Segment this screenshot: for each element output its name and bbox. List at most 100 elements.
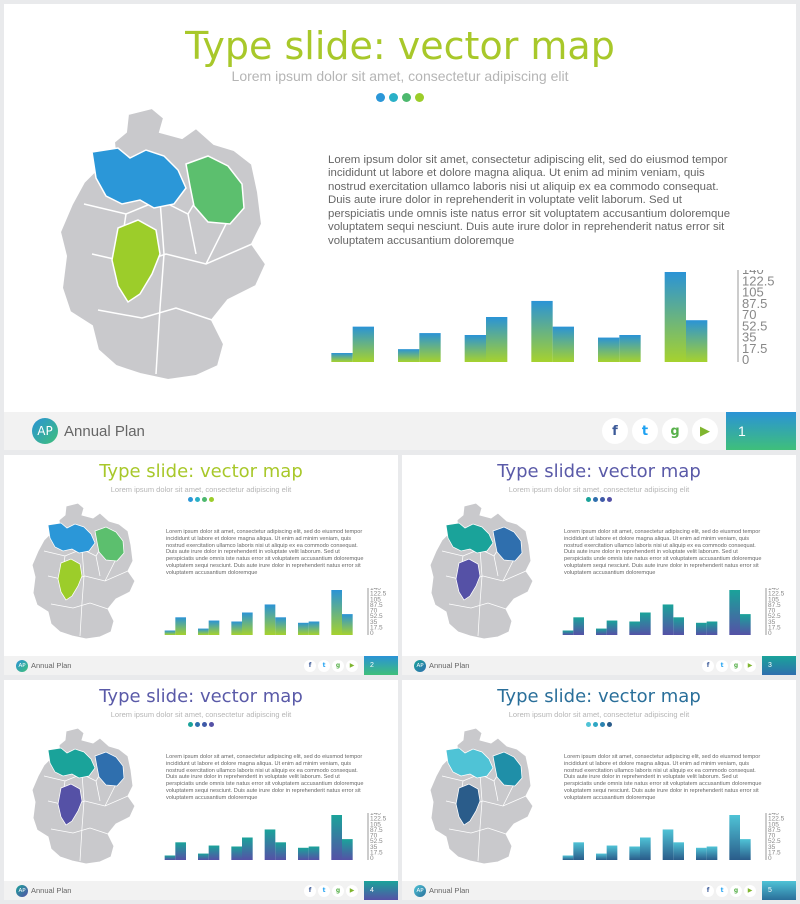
y-tick-label: 70 [768,608,776,615]
y-tick-label: 52.5 [370,613,383,620]
map-region-central[interactable] [455,558,481,601]
dot [209,722,214,727]
map-region-north[interactable] [47,522,96,554]
bar [629,846,640,860]
google-plus-icon[interactable]: g [332,659,344,672]
y-tick-label: 87.5 [768,602,781,609]
y-tick-label: 52.5 [370,838,383,845]
twitter-icon[interactable]: t [716,659,728,672]
brand[interactable]: AP Annual Plan [414,881,469,900]
map-region-central[interactable] [455,783,481,826]
map-region-north[interactable] [47,747,96,779]
logo-icon: AP [16,659,28,672]
y-tick-label: 87.5 [768,827,781,834]
slide-footer: AP Annual Plan f t g ▶ 5 [402,881,796,900]
slide-4[interactable]: Type slide: vector map Lorem ipsum dolor … [4,680,398,900]
twitter-icon[interactable]: t [318,659,330,672]
germany-map [429,502,534,640]
y-tick-label: 87.5 [742,296,767,311]
facebook-icon[interactable]: f [304,884,316,897]
youtube-icon[interactable]: ▶ [346,659,358,672]
bar [175,617,186,635]
y-tick-label: 35 [370,619,378,626]
twitter-icon[interactable]: t [716,884,728,897]
youtube-icon[interactable]: ▶ [744,659,756,672]
y-tick-label: 140 [768,588,779,592]
y-tick-label: 105 [768,821,779,828]
bar [352,326,374,362]
y-tick-label: 122.5 [370,591,387,598]
brand-name: Annual Plan [429,886,470,895]
map-border [493,555,499,577]
logo-icon: AP [16,884,28,897]
slide-1[interactable]: Type slide: vector map Lorem ipsum dolor … [4,4,796,450]
google-plus-icon[interactable]: g [730,884,742,897]
dot [586,497,591,502]
map-region-central[interactable] [57,558,83,601]
map-border [187,213,197,255]
page-number: 4 [364,881,398,900]
body-paragraph: Lorem ipsum dolor sit amet, consectetur … [328,154,731,247]
google-plus-icon[interactable]: g [730,659,742,672]
map-region-north[interactable] [91,147,187,209]
y-tick-label: 105 [768,596,779,603]
social-links: f t g ▶ [304,659,358,672]
bar [164,630,176,635]
bar [686,320,708,362]
youtube-icon[interactable]: ▶ [744,884,756,897]
brand-name: Annual Plan [64,422,145,440]
map-region-east[interactable] [492,526,523,562]
dot [202,722,207,727]
facebook-icon[interactable]: f [702,659,714,672]
youtube-icon[interactable]: ▶ [692,418,718,444]
y-tick-label: 70 [768,833,776,840]
map-border [477,773,483,862]
dot [209,497,214,502]
slide-title: Type slide: vector map [185,24,615,68]
map-region-east[interactable] [185,155,245,225]
slide-title: Type slide: vector map [497,686,701,707]
map-region-north[interactable] [445,522,494,554]
y-tick-label: 70 [742,307,756,322]
brand[interactable]: AP Annual Plan [32,412,145,450]
social-links: f t g ▶ [702,884,756,897]
facebook-icon[interactable]: f [602,418,628,444]
youtube-icon[interactable]: ▶ [346,884,358,897]
dot [188,497,193,502]
bar [331,353,353,362]
map-region-north[interactable] [445,747,494,779]
twitter-icon[interactable]: t [632,418,658,444]
bar [298,622,309,635]
map-region-east[interactable] [492,751,523,787]
bar [573,617,584,635]
y-tick-label: 0 [768,855,772,862]
facebook-icon[interactable]: f [702,884,714,897]
slide-2[interactable]: Type slide: vector map Lorem ipsum dolor … [4,455,398,675]
brand[interactable]: AP Annual Plan [16,656,71,675]
map-region-central[interactable] [111,219,161,304]
map-border [155,199,165,375]
brand[interactable]: AP Annual Plan [414,656,469,675]
twitter-icon[interactable]: t [318,884,330,897]
dot [586,722,591,727]
bar [729,815,740,860]
bar [664,272,686,362]
slide-3[interactable]: Type slide: vector map Lorem ipsum dolor … [402,455,796,675]
map-region-east[interactable] [94,526,125,562]
map-region-central[interactable] [57,783,83,826]
slide-5[interactable]: Type slide: vector map Lorem ipsum dolor … [402,680,796,900]
brand[interactable]: AP Annual Plan [16,881,71,900]
google-plus-icon[interactable]: g [332,884,344,897]
facebook-icon[interactable]: f [304,659,316,672]
y-tick-label: 140 [370,588,381,592]
google-plus-icon[interactable]: g [662,418,688,444]
bar [562,855,574,860]
map-region-east[interactable] [94,751,125,787]
y-tick-label: 17.5 [370,624,383,631]
y-tick-label: 35 [768,844,776,851]
bar [562,630,574,635]
page-number: 2 [364,656,398,675]
